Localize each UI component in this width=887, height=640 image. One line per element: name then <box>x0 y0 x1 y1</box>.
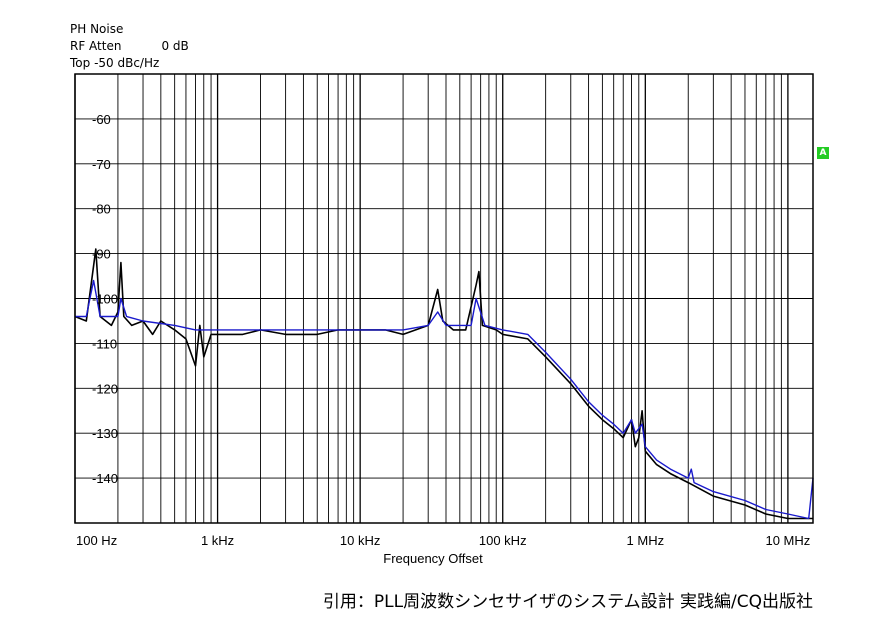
x-axis-label: Frequency Offset <box>383 551 483 566</box>
series-smoothed-trace <box>75 279 814 520</box>
top-reference: Top -50 dBc/Hz <box>70 56 160 70</box>
series-raw-trace <box>74 248 813 520</box>
y-tick-label: -100 <box>92 292 118 307</box>
x-tick-label: 10 kHz <box>340 533 380 548</box>
y-tick-label: -110 <box>92 336 117 351</box>
x-tick-label: 100 Hz <box>76 533 117 548</box>
citation-text: 引用：PLL周波数シンセサイザのシステム設計 実践編/CQ出版社 <box>322 592 813 612</box>
y-tick-labels: -60 -70 -80 -90 -100 -110 -120 -130 -140 <box>92 112 118 486</box>
series-layer <box>74 248 814 520</box>
x-tick-label: 1 kHz <box>201 533 234 548</box>
x-tick-labels: 100 Hz 1 kHz 10 kHz 100 kHz 1 MHz 10 MHz <box>76 533 810 548</box>
y-tick-label: -80 <box>92 202 111 217</box>
rf-atten-label: RF Atten <box>70 39 122 53</box>
y-tick-label: -140 <box>92 471 118 486</box>
y-tick-label: -60 <box>92 112 111 127</box>
y-tick-label: -90 <box>92 247 111 262</box>
x-tick-label: 10 MHz <box>765 533 810 548</box>
y-tick-label: -130 <box>92 426 118 441</box>
marker-a-badge: A <box>817 147 829 159</box>
y-tick-label: -120 <box>92 381 118 396</box>
measurement-header: PH Noise RF Atten 0 dB Top -50 dBc/Hz <box>70 21 189 72</box>
x-tick-label: 1 MHz <box>627 533 665 548</box>
rf-atten-row: RF Atten 0 dB <box>70 38 189 55</box>
plot-frame <box>74 73 814 524</box>
x-tick-label: 100 kHz <box>479 533 527 548</box>
header-title: PH Noise <box>70 22 124 36</box>
rf-atten-value: 0 dB <box>161 39 189 53</box>
y-tick-label: -70 <box>92 157 111 172</box>
